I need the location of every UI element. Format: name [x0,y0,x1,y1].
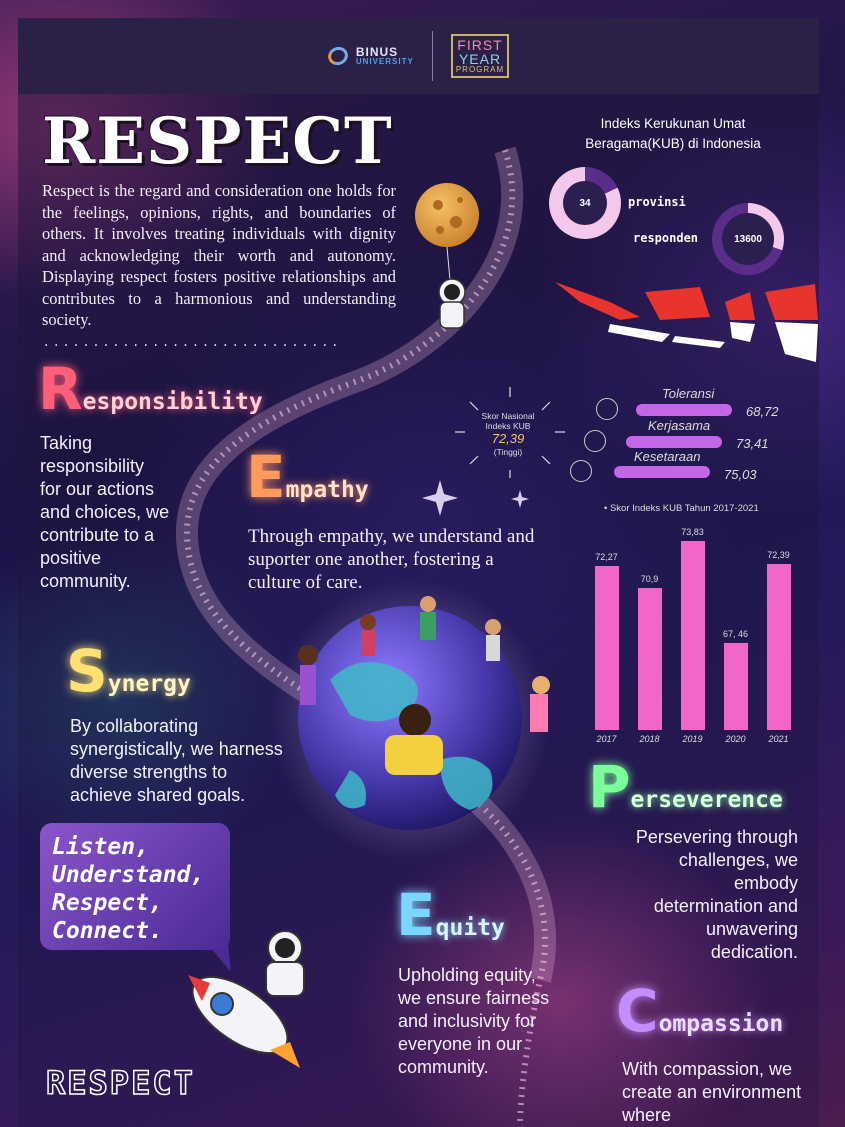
national-grade: (Tinggi) [493,447,523,457]
synergy-text: By collaborating synergistically, we har… [70,716,283,805]
moon-balloon-icon [415,183,479,247]
compassion-rest: ompassion [658,1011,784,1037]
perseverence-text: Persevering through challenges, we embod… [635,827,798,962]
chart-bar-2018 [637,587,662,730]
kesetaraan-label: Kesetaraan [634,449,701,464]
astronaut-icon [438,278,466,329]
university-name: BINUS [355,45,399,59]
kerjasama-label: Kerjasama [648,418,711,433]
chart-category-label-2020: 2020 [725,734,746,744]
perseverence-initial: P [588,753,631,821]
chart-bar-2017 [594,565,619,730]
toleransi-icon [596,398,618,420]
program-line-1: FIRST [457,37,503,53]
rocket-astronaut-icon [188,930,305,1068]
responden-value: 13600 [722,213,774,265]
people-circle-icon [298,596,550,775]
toleransi-bar [636,404,732,416]
chart-bar-2020 [723,642,748,730]
header-bar: BINUS UNIVERSITY FIRST YEAR PROGRAM [18,18,819,94]
bubble-line-1: Listen, [52,834,149,860]
kesetaraan-value: 75,03 [724,467,757,482]
chart-category-label-2019: 2019 [682,734,703,744]
kub-bar-chart: 72,27 2017 70,9 2018 73,83 2019 67, 46 2020 72,3… [585,515,800,750]
bubble-line-3: Respect, [52,890,163,916]
chart-title: • Skor Indeks KUB Tahun 2017-2021 [604,503,759,514]
national-label-2: Indeks KUB [485,421,531,431]
responsibility-heading: Responsibility [38,360,263,418]
perseverence-rest: erseverence [630,787,783,813]
empathy-text: Through empathy, we understand and supor… [248,526,535,593]
toleransi-value: 68,72 [746,404,779,419]
chart-value-label-2019: 73,83 [681,526,704,537]
chart-bar-2021 [766,563,791,730]
empathy-rest: mpathy [285,477,369,503]
kesetaraan-bar [614,466,710,478]
compassion-text: With compassion, we create an environmen… [622,1059,802,1125]
bubble-line-4: Connect. [52,918,163,944]
responden-label: responden [633,231,699,245]
chart-category-label-2021: 2021 [768,734,789,744]
national-score-block: Skor Nasional Indeks KUB 72,39 (Tinggi) [472,411,544,457]
chart-category-label-2017: 2017 [596,734,617,744]
university-sub: UNIVERSITY [355,57,414,66]
chart-value-label-2021: 72,39 [767,549,790,560]
equity-heading: Equity [396,886,505,944]
responsibility-text: Taking responsibility for our actions an… [40,433,170,591]
kesetaraan-icon [570,460,592,482]
kerjasama-bar [626,436,722,448]
toleransi-label: Toleransi [662,386,715,401]
kerjasama-value: 73,41 [736,436,769,451]
swirl-trail [183,149,548,1127]
provinsi-label: provinsi [628,195,686,209]
equity-initial: E [396,881,436,949]
speech-bubble: Listen, Understand, Respect, Connect. [40,823,230,950]
binus-logo: BINUS UNIVERSITY [325,44,414,68]
chart-bar-2019 [680,540,705,730]
synergy-rest: ynergy [107,671,191,697]
equity-text: Upholding equity, we ensure fairness and… [398,965,550,1077]
program-line-2: YEAR [458,51,502,67]
synergy-heading: Synergy [66,642,191,700]
national-score-burst [455,387,565,478]
footer-respect-outline: RESPECT [45,1063,195,1103]
header-divider [431,31,433,81]
kub-title: Indeks Kerukunan Umat Beragama(KUB) di I… [585,116,761,151]
compassion-initial: C [616,977,659,1045]
empathy-initial: E [246,443,286,511]
binus-mark-icon [325,44,351,68]
national-value: 72,39 [491,431,525,446]
responsibility-rest: esponsibility [82,389,263,415]
intro-paragraph: Respect is the regard and consideration … [42,181,396,329]
national-label-1: Skor Nasional [481,411,535,421]
responsibility-initial: R [38,355,83,423]
chart-value-label-2020: 67, 46 [722,628,749,639]
indonesia-map-icon [555,282,818,362]
chart-title-text: Skor Indeks KUB Tahun 2017-2021 [609,503,759,514]
program-line-3: PROGRAM [455,65,505,74]
bubble-line-2: Understand, [52,862,205,888]
first-year-program-logo: FIRST YEAR PROGRAM [450,34,510,78]
page-title: RESPECT [42,104,393,179]
responden-ring: 13600 [712,203,784,275]
chart-category-label-2018: 2018 [639,734,660,744]
provinsi-value: 34 [563,181,607,225]
dotted-divider: .............................. [44,334,343,350]
chart-value-label-2018: 70,9 [640,573,659,584]
empathy-heading: Empathy [246,448,369,506]
perseverence-heading: Perseverence [588,758,783,816]
chart-value-label-2017: 72,27 [595,551,618,562]
provinsi-ring: 34 [549,167,621,239]
equity-rest: quity [435,915,505,941]
kerjasama-icon [584,430,606,452]
compassion-heading: Compassion [616,982,783,1040]
synergy-initial: S [66,637,108,705]
